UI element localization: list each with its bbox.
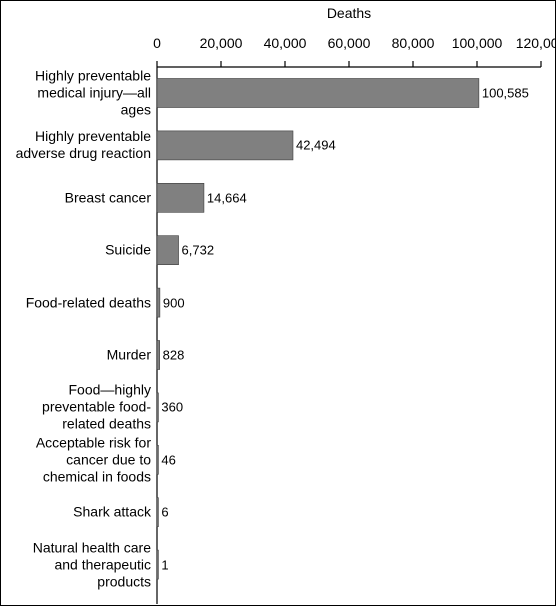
category-label: Suicide [6, 242, 151, 259]
category-label-line: cancer due to [66, 451, 151, 468]
value-label: 100,585 [481, 85, 529, 101]
category-label-line: Breast cancer [64, 189, 151, 206]
category-label: Highly preventable adverse drug reaction [6, 128, 151, 162]
category-label-line: preventable food- [42, 398, 151, 415]
category-label-line: Shark attack [73, 503, 151, 520]
category-label: Breast cancer [6, 189, 151, 206]
value-label: 42,494 [295, 137, 336, 153]
category-label: Highly preventable medical injury—all age… [6, 68, 151, 119]
category-label-line: Acceptable risk for [35, 434, 151, 451]
value-label: 360 [161, 399, 184, 415]
category-label-line: medical injury—all ages [37, 84, 151, 118]
category-label: Murder [6, 347, 151, 364]
bar [156, 497, 159, 528]
x-tick-label: 40,000 [263, 35, 307, 51]
bar [156, 287, 161, 318]
x-tick-label: 100,000 [451, 35, 503, 51]
bar [156, 340, 160, 370]
value-label: 828 [162, 347, 185, 363]
category-label-line: chemical in foods [42, 468, 151, 485]
category-label-line: related deaths [62, 415, 151, 432]
value-label: 900 [162, 295, 185, 311]
category-label-line: Highly preventable [35, 67, 151, 84]
category-label-line: adverse drug reaction [15, 145, 151, 162]
category-label: Acceptable risk for cancer due to chemical… [6, 434, 151, 485]
bar [156, 392, 159, 423]
value-label: 14,664 [206, 190, 247, 206]
x-tick-label: 20,000 [199, 35, 243, 51]
category-label: Shark attack [6, 504, 151, 521]
x-axis-title: Deaths [326, 5, 372, 21]
category-label-line: Food-related deaths [25, 294, 151, 311]
bar [156, 78, 480, 108]
category-label: Food-related deaths [6, 294, 151, 311]
category-label-line: and therapeutic [54, 556, 151, 573]
category-label-line: products [97, 573, 151, 590]
category-label: Natural health care and therapeutic produc… [6, 539, 151, 590]
bar [156, 235, 179, 265]
category-label-line: Highly preventable [35, 128, 151, 145]
category-label-line: Natural health care [32, 539, 151, 556]
bar [156, 183, 205, 213]
value-label: 6,732 [181, 242, 215, 258]
category-label-line: Murder [106, 346, 151, 363]
x-tick-label: 80,000 [391, 35, 435, 51]
category-label-line: Suicide [105, 241, 151, 258]
x-tick-label: 120,000 [515, 35, 556, 51]
bar [156, 444, 159, 475]
bar [156, 130, 294, 161]
value-label: 46 [161, 452, 176, 468]
category-label-line: Food—highly [68, 381, 152, 398]
category-label: Food—highly preventable food-related deat… [6, 382, 151, 433]
value-label: 1 [161, 557, 169, 573]
bar [156, 549, 159, 580]
x-tick-label: 60,000 [327, 35, 371, 51]
x-tick-label: 0 [153, 35, 161, 51]
value-label: 6 [161, 504, 169, 520]
